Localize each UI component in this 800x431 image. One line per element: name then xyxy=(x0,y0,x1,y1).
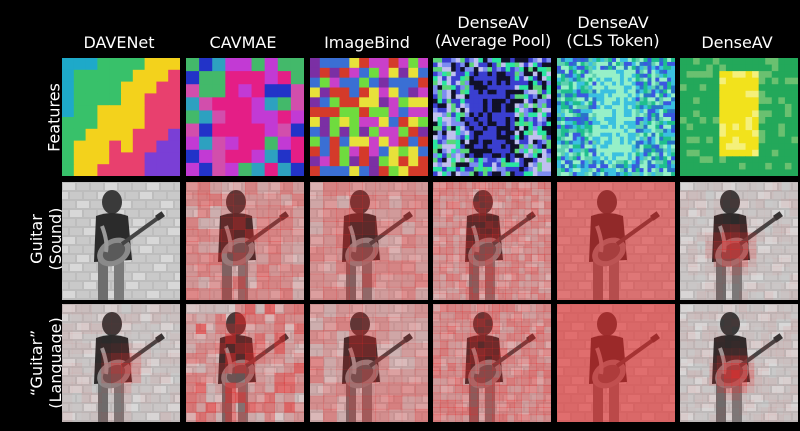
feature-map-cavmae xyxy=(186,58,304,176)
feature-map-davenet xyxy=(62,58,180,176)
sound-heatmap-cavmae xyxy=(186,182,304,300)
feature-map-imagebind xyxy=(310,58,428,176)
column-header-denseav-cls-token: DenseAV (CLS Token) xyxy=(553,14,673,50)
column-header-line: ImageBind xyxy=(324,33,410,52)
column-header-line: (Average Pool) xyxy=(434,31,552,50)
language-heatmap-imagebind xyxy=(310,304,428,422)
sound-heatmap-imagebind xyxy=(310,182,428,300)
language-heatmap-denseav-cls-token xyxy=(557,304,675,422)
language-heatmap-denseav xyxy=(680,304,798,422)
column-header-davenet: DAVENet xyxy=(59,34,179,52)
feature-map-denseav-cls-token xyxy=(557,58,675,176)
column-header-line: DenseAV xyxy=(577,13,649,32)
row-label-line: “Guitar” xyxy=(27,329,46,397)
column-header-line: DAVENet xyxy=(83,33,155,52)
column-header-line: (CLS Token) xyxy=(566,31,660,50)
language-heatmap-cavmae xyxy=(186,304,304,422)
feature-map-denseav xyxy=(680,58,798,176)
row-label-features: Features xyxy=(45,58,64,178)
column-header-cavmae: CAVMAE xyxy=(183,34,303,52)
sound-heatmap-denseav xyxy=(680,182,798,300)
sound-heatmap-davenet xyxy=(62,182,180,300)
sound-heatmap-denseav-average-pool xyxy=(433,182,551,300)
language-heatmap-denseav-average-pool xyxy=(433,304,551,422)
row-label-guitar-sound: Guitar (Sound) xyxy=(27,179,65,299)
feature-map-denseav-average-pool xyxy=(433,58,551,176)
sound-heatmap-denseav-cls-token xyxy=(557,182,675,300)
column-header-denseav: DenseAV xyxy=(677,34,797,52)
column-header-imagebind: ImageBind xyxy=(307,34,427,52)
row-label-guitar-language: “Guitar” (Language) xyxy=(27,303,65,423)
column-header-line: DenseAV xyxy=(701,33,773,52)
row-label-line: Guitar xyxy=(27,214,46,264)
column-header-line: CAVMAE xyxy=(209,33,277,52)
row-label-line: Features xyxy=(44,83,64,152)
column-header-line: DenseAV xyxy=(457,13,529,32)
column-header-denseav-average-pool: DenseAV (Average Pool) xyxy=(428,14,558,50)
language-heatmap-davenet xyxy=(62,304,180,422)
